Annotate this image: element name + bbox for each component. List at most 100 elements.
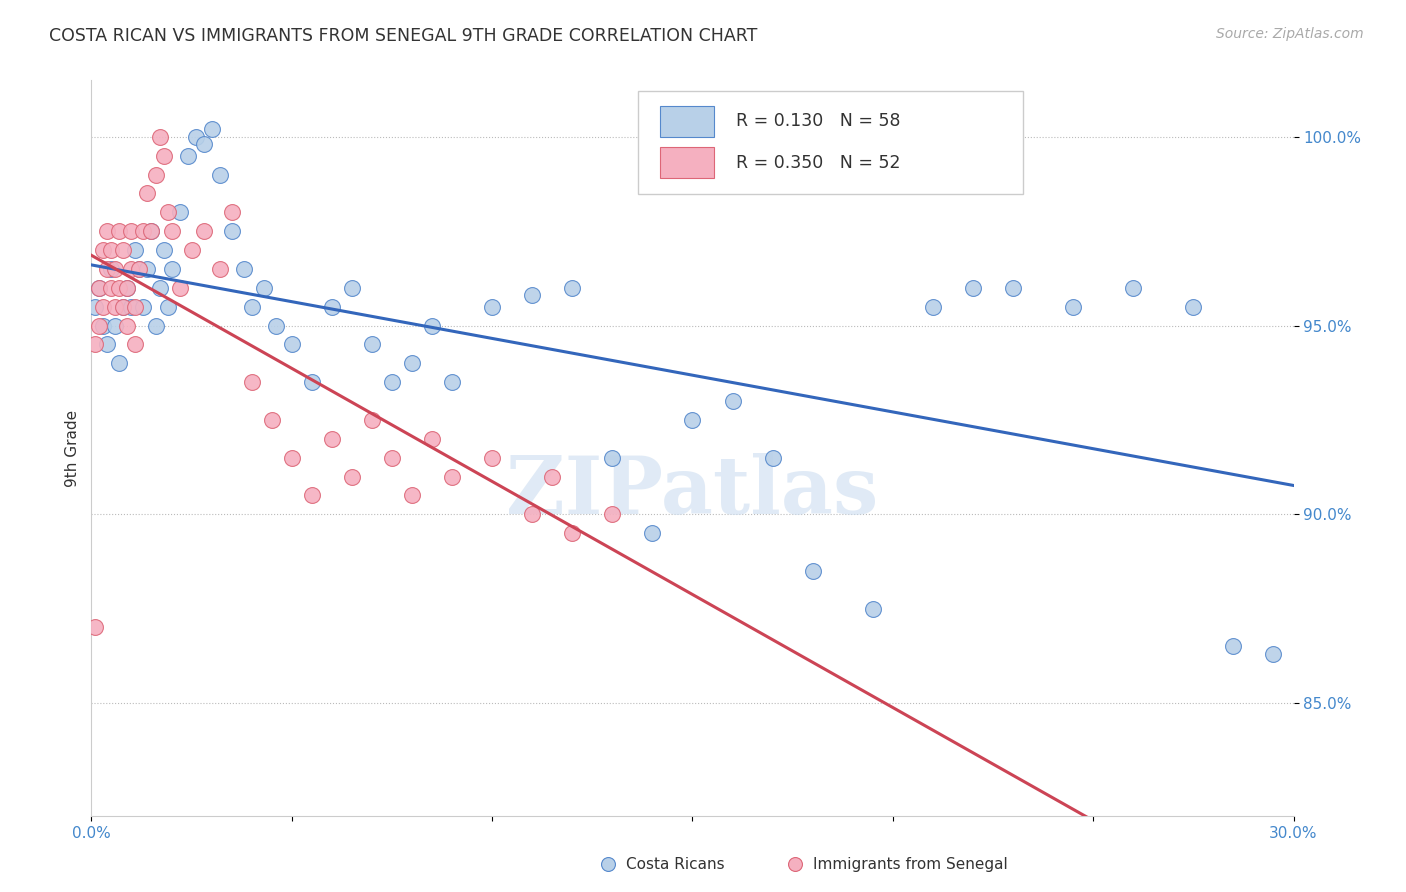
Point (96, 224, 118, 238)
Point (156, 205, 179, 219)
Point (193, 224, 215, 238)
Point (481, 450, 503, 465)
Point (128, 262, 150, 277)
Point (281, 450, 304, 465)
Point (522, 508, 544, 522)
Point (340, 281, 363, 295)
Point (862, 601, 884, 615)
Point (100, 243, 122, 257)
Point (962, 281, 984, 295)
Point (160, 262, 183, 277)
Point (117, 281, 139, 295)
Point (401, 356, 423, 370)
Point (121, 224, 143, 238)
Point (145, 318, 167, 333)
Point (100, 281, 122, 295)
Point (208, 262, 231, 277)
Text: Costa Ricans: Costa Ricans (626, 856, 725, 871)
Point (301, 488, 323, 502)
Point (117, 318, 139, 333)
Point (440, 375, 463, 389)
Point (321, 432, 343, 446)
Point (420, 432, 443, 446)
Point (176, 149, 198, 163)
Point (89, 318, 111, 333)
Point (93, 243, 115, 257)
Point (93, 300, 115, 314)
Point (922, 300, 945, 314)
Point (152, 243, 174, 257)
Point (360, 337, 382, 351)
Point (260, 413, 283, 427)
Text: Immigrants from Senegal: Immigrants from Senegal (813, 856, 1008, 871)
Point (381, 375, 404, 389)
Point (602, 508, 624, 522)
Point (1122, 281, 1144, 295)
Point (561, 281, 583, 295)
Point (148, 129, 170, 144)
Point (360, 413, 382, 427)
Point (340, 469, 363, 483)
Point (522, 288, 544, 302)
Point (561, 526, 583, 541)
Point (148, 281, 170, 295)
Point (96, 337, 118, 351)
Point (541, 469, 564, 483)
Point (84, 620, 107, 634)
Point (301, 375, 323, 389)
Point (84, 337, 107, 351)
Point (104, 300, 127, 314)
Point (136, 262, 159, 277)
Point (141, 224, 163, 238)
Point (117, 281, 139, 295)
Text: ZIPatlas: ZIPatlas (506, 453, 879, 532)
Point (1263, 647, 1285, 661)
Point (1062, 300, 1084, 314)
Y-axis label: 9th Grade: 9th Grade (65, 409, 80, 487)
Point (721, 394, 744, 409)
Point (221, 224, 243, 238)
Point (184, 129, 207, 144)
Point (104, 262, 127, 277)
Point (112, 300, 135, 314)
Point (221, 205, 243, 219)
Point (132, 224, 155, 238)
Point (1001, 281, 1024, 295)
Point (253, 281, 276, 295)
Point (240, 300, 263, 314)
Point (93, 318, 115, 333)
Point (1182, 300, 1205, 314)
Point (121, 300, 143, 314)
Point (801, 564, 824, 578)
Point (321, 300, 343, 314)
Point (108, 224, 131, 238)
Point (128, 262, 150, 277)
Point (112, 300, 135, 314)
Point (401, 488, 423, 502)
Point (232, 262, 254, 277)
Point (440, 469, 463, 483)
Point (193, 137, 215, 152)
Point (112, 243, 135, 257)
Point (96, 262, 118, 277)
Point (264, 318, 287, 333)
FancyBboxPatch shape (659, 147, 714, 178)
Point (89, 281, 111, 295)
Point (108, 281, 131, 295)
Point (141, 224, 163, 238)
Point (121, 262, 143, 277)
Text: Source: ZipAtlas.com: Source: ZipAtlas.com (1216, 27, 1364, 41)
Point (89, 281, 111, 295)
Point (124, 243, 146, 257)
Point (208, 168, 231, 182)
Point (681, 413, 703, 427)
Text: R = 0.130   N = 58: R = 0.130 N = 58 (735, 112, 900, 130)
Text: COSTA RICAN VS IMMIGRANTS FROM SENEGAL 9TH GRADE CORRELATION CHART: COSTA RICAN VS IMMIGRANTS FROM SENEGAL 9… (49, 27, 758, 45)
Point (124, 337, 146, 351)
Point (281, 337, 304, 351)
Text: R = 0.350   N = 52: R = 0.350 N = 52 (735, 153, 900, 171)
Point (84, 300, 107, 314)
FancyBboxPatch shape (659, 106, 714, 137)
Point (152, 149, 174, 163)
FancyBboxPatch shape (638, 91, 1024, 194)
